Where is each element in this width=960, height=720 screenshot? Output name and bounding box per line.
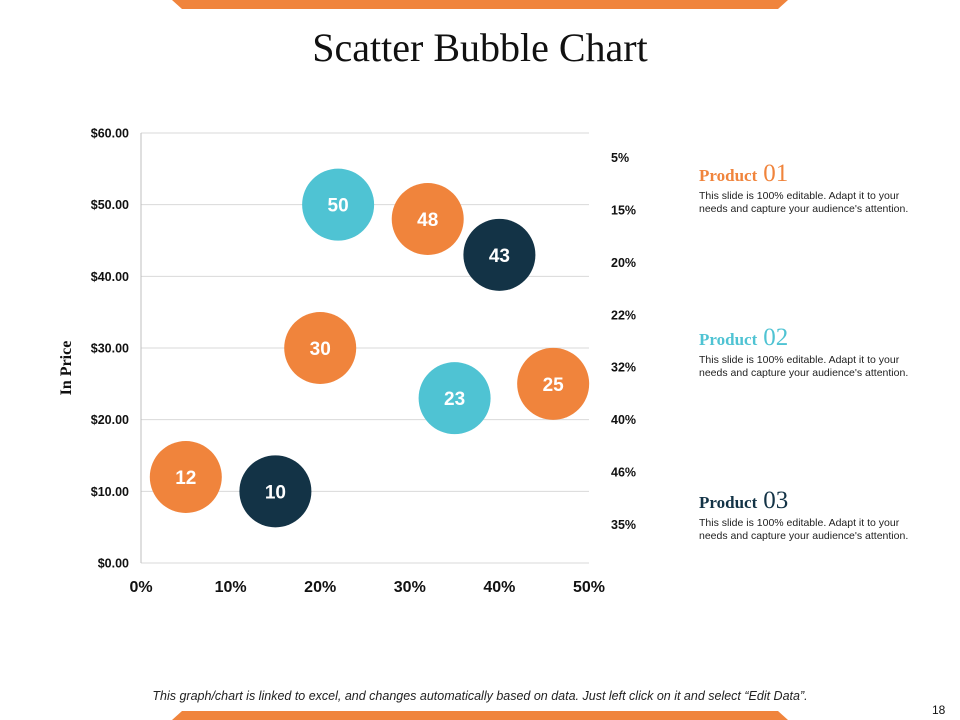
bubble-label: 48 [417,210,438,231]
y-tick-label: $50.00 [91,198,129,212]
bubble [517,347,590,420]
product-02-description: This slide is 100% editable. Adapt it to… [699,354,909,379]
product-01-description: This slide is 100% editable. Adapt it to… [699,190,909,215]
bubble [463,218,536,291]
product-03-number: 03 [763,487,789,514]
bubble [302,168,375,241]
product-03-heading: Product 03 [699,487,929,515]
x-tick-label: 50% [573,579,605,596]
product-02-name: Product [699,330,758,349]
secondary-label: 32% [611,361,636,375]
bubble [391,183,464,255]
product-03-name: Product [699,493,758,512]
product-03-description: This slide is 100% editable. Adapt it to… [699,517,909,542]
bubble-label: 12 [175,468,196,489]
y-tick-label: $30.00 [91,342,129,356]
bubbles: 12 30 48 25 50 23 10 43 [149,168,590,528]
bubble [239,455,312,528]
product-01-heading: Product 01 [699,160,929,188]
x-tick-label: 40% [483,579,515,596]
product-01-block: Product 01 This slide is 100% editable. A… [699,160,929,216]
top-accent-bar [172,0,788,9]
y-tick-labels: $0.00 $10.00 $20.00 $30.00 $40.00 $50.00 $60.0… [91,127,129,571]
x-tick-label: 0% [129,579,152,596]
footnote: This graph/chart is linked to excel, and… [152,689,808,703]
bubble-label: 30 [310,339,331,360]
secondary-label: 46% [611,466,636,480]
secondary-label: 35% [611,518,636,532]
bottom-accent-bar [172,711,788,720]
secondary-label: 40% [611,413,636,427]
x-tick-labels: 0% 10% 20% 30% 40% 50% [129,579,605,596]
y-tick-label: $20.00 [91,413,129,427]
bubble-label: 10 [265,482,286,503]
y-tick-label: $0.00 [98,557,129,571]
bubble [418,362,491,435]
y-tick-label: $10.00 [91,485,129,499]
product-01-number: 01 [763,160,789,187]
product-02-number: 02 [763,324,789,351]
y-axis-label: In Price [58,341,75,396]
secondary-label: 5% [611,151,629,165]
x-tick-label: 10% [215,579,247,596]
product-02-block: Product 02 This slide is 100% editable. A… [699,324,929,380]
bubble [284,312,357,384]
product-02-heading: Product 02 [699,324,929,352]
product-03-block: Product 03 This slide is 100% editable. A… [699,487,929,543]
secondary-label: 22% [611,308,636,322]
page-title: Scatter Bubble Chart [312,25,648,70]
bubble-label: 25 [543,375,565,396]
product-01-name: Product [699,166,758,185]
secondary-label: 15% [611,203,636,217]
y-tick-label: $60.00 [91,127,129,141]
x-tick-label: 20% [304,579,336,596]
y-tick-label: $40.00 [91,270,129,284]
x-tick-label: 30% [394,579,426,596]
secondary-label: 20% [611,256,636,270]
page-number: 18 [932,703,946,717]
bubble [149,441,222,513]
secondary-labels: 5% 15% 20% 22% 32% 40% 46% 35% [611,151,636,532]
bubble-label: 50 [328,196,349,217]
bubble-label: 43 [489,246,510,267]
bubble-label: 23 [444,389,465,410]
